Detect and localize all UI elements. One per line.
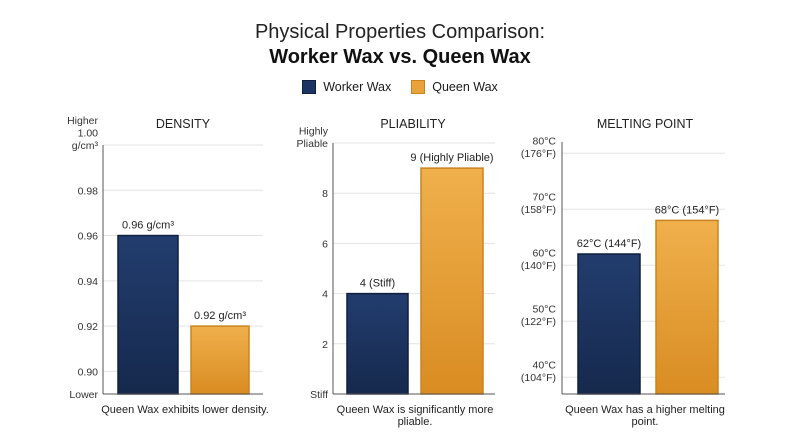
melting-point-tick-label: 60°C xyxy=(533,248,557,260)
density-tick-label: 1.00 xyxy=(78,128,99,140)
melting-point-tick-label: (176°F) xyxy=(521,148,556,160)
caption-pliability: Queen Wax is significantly more pliable. xyxy=(336,404,494,428)
pliability-data-label-queen: 9 (Highly Pliable) xyxy=(410,152,493,164)
pliability-tick-label: 2 xyxy=(322,339,328,351)
pliability-tick-label: Pliable xyxy=(296,138,328,150)
density-tick-label: g/cm³ xyxy=(72,140,99,152)
pliability-tick-label: 8 xyxy=(322,188,328,200)
density-data-label-worker: 0.96 g/cm³ xyxy=(122,220,174,232)
pliability-bar-worker xyxy=(346,292,409,395)
melting-point-bar-worker xyxy=(577,253,641,395)
legend-item-queen: Queen Wax xyxy=(411,80,498,94)
caption-melting-point: Queen Wax has a higher melting point. xyxy=(565,404,725,428)
density-tick-label: 0.90 xyxy=(78,366,99,378)
chart-title-line2: Worker Wax vs. Queen Wax xyxy=(269,46,531,68)
legend-label-worker: Worker Wax xyxy=(323,80,392,94)
melting-point-tick-label: 40°C xyxy=(533,360,557,372)
pliability-data-label-worker: 4 (Stiff) xyxy=(360,278,395,290)
melting-point-tick-label: (104°F) xyxy=(521,372,556,384)
legend: Worker Wax Queen Wax xyxy=(0,80,800,94)
density-bar-worker xyxy=(117,234,179,395)
melting-point-data-label-worker: 62°C (144°F) xyxy=(577,238,641,250)
density-panel-title: DENSITY xyxy=(156,117,211,131)
pliability-tick-label: Stiff xyxy=(310,389,328,401)
density-tick-label: Lower xyxy=(69,389,98,401)
melting-point-tick-label: (140°F) xyxy=(521,260,556,272)
legend-label-queen: Queen Wax xyxy=(432,80,498,94)
pliability-tick-label: Highly xyxy=(299,126,329,138)
density-tick-label: 0.96 xyxy=(78,231,99,243)
melting-point-tick-label: 50°C xyxy=(533,304,557,316)
pliability-tick-label: 4 xyxy=(322,289,328,301)
melting-point-data-label-queen: 68°C (154°F) xyxy=(655,204,719,216)
melting-point-tick-label: 80°C xyxy=(533,136,557,148)
caption-density: Queen Wax exhibits lower density. xyxy=(101,404,269,416)
legend-swatch-worker xyxy=(302,80,317,94)
density-tick-label: Higher xyxy=(67,115,98,127)
melting-point-tick-label: 70°C xyxy=(533,192,557,204)
legend-item-worker: Worker Wax xyxy=(302,80,391,94)
legend-swatch-queen xyxy=(411,80,426,94)
density-tick-label: 0.98 xyxy=(78,185,99,197)
melting-point-tick-label: (122°F) xyxy=(521,316,556,328)
melting-point-panel-title: MELTING POINT xyxy=(597,117,694,131)
pliability-panel-title: PLIABILITY xyxy=(380,117,446,131)
density-tick-label: 0.94 xyxy=(78,276,99,288)
density-bar-queen xyxy=(190,325,250,395)
density-data-label-queen: 0.92 g/cm³ xyxy=(194,310,246,322)
pliability-tick-label: 6 xyxy=(322,238,328,250)
density-tick-label: 0.92 xyxy=(78,321,99,333)
chart-title-line1: Physical Properties Comparison: xyxy=(254,21,546,43)
pliability-bar-queen xyxy=(420,167,484,395)
melting-point-bar-queen xyxy=(655,219,719,395)
melting-point-tick-label: (158°F) xyxy=(521,204,556,216)
